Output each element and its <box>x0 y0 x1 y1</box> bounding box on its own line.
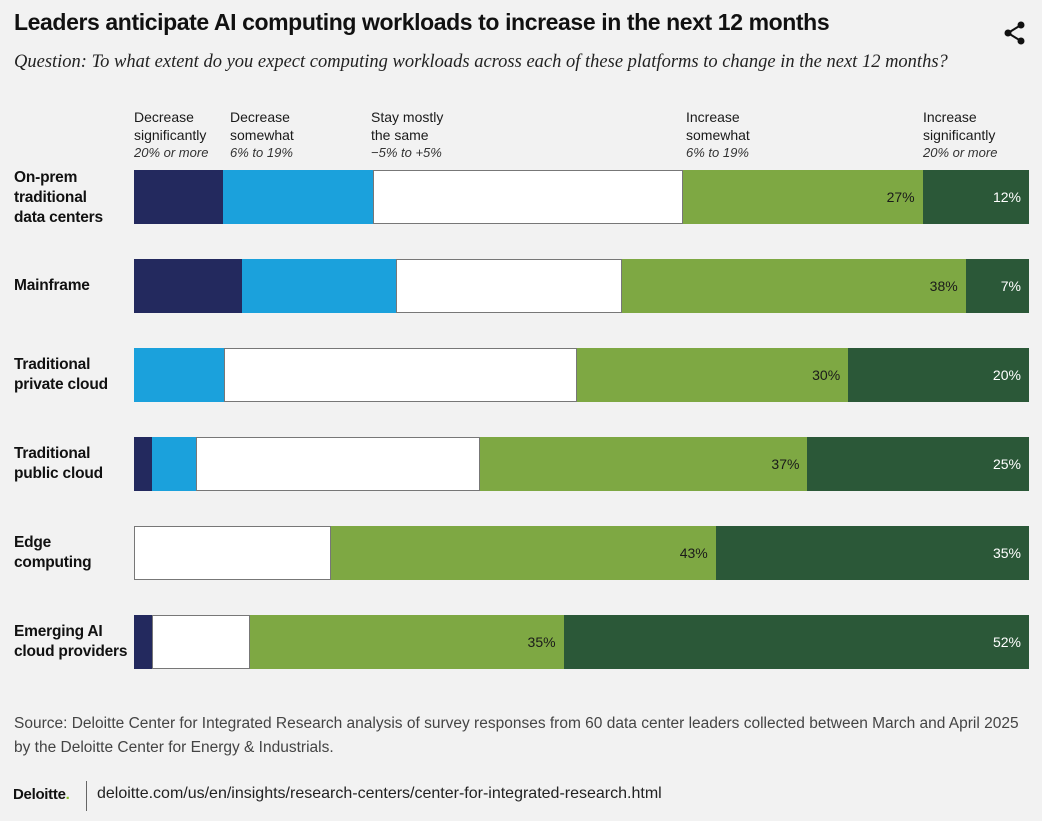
legend-item-inc_some: Increase somewhat 6% to 19% <box>686 108 750 162</box>
legend-range: −5% to +5% <box>371 145 442 160</box>
legend-label: Decrease <box>134 109 194 125</box>
category-label-line: public cloud <box>14 465 103 482</box>
legend-label: Decrease <box>230 109 290 125</box>
legend-item-dec_some: Decrease somewhat 6% to 19% <box>230 108 294 162</box>
legend-item-inc_sig: Increase significantly 20% or more <box>923 108 997 162</box>
data-label: 43% <box>679 545 708 561</box>
category-label: Edge computing <box>14 533 129 573</box>
increase-somewhat-segment: 27% <box>683 170 923 224</box>
decrease-significantly-segment <box>134 259 243 313</box>
increase-somewhat-segment: 37% <box>479 437 808 491</box>
increase-somewhat-segment: 43% <box>330 526 716 580</box>
decrease-significantly-segment <box>134 615 152 669</box>
deloitte-logo: Deloitte. <box>13 786 70 803</box>
footer-divider <box>86 781 87 811</box>
increase-significantly-segment: 52% <box>563 615 1029 669</box>
data-label: 20% <box>992 367 1021 383</box>
legend-label: somewhat <box>686 127 750 143</box>
category-label-line: data centers <box>14 209 103 226</box>
brand-name: Deloitte <box>13 786 66 803</box>
category-label-line: Traditional <box>14 356 91 373</box>
chart-subtitle: Question: To what extent do you expect c… <box>14 52 948 72</box>
increase-somewhat-segment: 30% <box>576 348 849 402</box>
category-label-line: traditional <box>14 189 87 206</box>
category-label-line: Traditional <box>14 445 91 462</box>
data-label: 7% <box>1000 278 1021 294</box>
legend-range: 20% or more <box>923 145 998 160</box>
bar-row: 30% 20% <box>134 348 1029 402</box>
data-label: 12% <box>992 189 1021 205</box>
category-label-line: private cloud <box>14 376 108 393</box>
decrease-somewhat-segment <box>242 259 397 313</box>
legend-label: significantly <box>923 127 996 143</box>
legend-range: 6% to 19% <box>230 145 293 160</box>
category-label-line: On-prem <box>14 169 78 186</box>
data-label: 30% <box>812 367 841 383</box>
data-label: 35% <box>527 634 556 650</box>
stay-same-segment <box>224 348 577 402</box>
legend-label: the same <box>371 127 429 143</box>
decrease-significantly-segment <box>134 170 223 224</box>
increase-somewhat-segment: 35% <box>250 615 564 669</box>
category-label: Emerging AI cloud providers <box>14 622 129 662</box>
increase-significantly-segment: 35% <box>715 526 1029 580</box>
stay-same-segment <box>373 170 684 224</box>
legend-item-dec_sig: Decrease significantly 20% or more <box>134 108 208 162</box>
legend-range: 20% or more <box>134 145 209 160</box>
decrease-somewhat-segment <box>134 348 225 402</box>
decrease-somewhat-segment <box>151 437 197 491</box>
source-line: by the Deloitte Center for Energy & Indu… <box>14 739 334 756</box>
source-url-link[interactable]: deloitte.com/us/en/insights/research-cen… <box>97 785 662 802</box>
bar-row: 43% 35% <box>134 526 1029 580</box>
data-label: 25% <box>992 456 1021 472</box>
bar-row: 38% 7% <box>134 259 1029 313</box>
stay-same-segment <box>396 259 623 313</box>
source-line: Source: Deloitte Center for Integrated R… <box>14 715 1019 732</box>
category-label-line: Emerging AI <box>14 623 103 640</box>
stay-same-segment <box>196 437 480 491</box>
legend-label: Increase <box>686 109 740 125</box>
bar-row: 27% 12% <box>134 170 1029 224</box>
bar-row: 35% 52% <box>134 615 1029 669</box>
stay-same-segment <box>151 615 251 669</box>
category-label: On-prem traditional data centers <box>14 168 129 228</box>
data-label: 52% <box>992 634 1021 650</box>
legend-label: Stay mostly <box>371 109 444 125</box>
share-icon[interactable] <box>1002 20 1028 46</box>
decrease-somewhat-segment <box>222 170 374 224</box>
category-label-line: Mainframe <box>14 277 90 294</box>
legend-label: significantly <box>134 127 207 143</box>
category-label-line: cloud providers <box>14 643 128 660</box>
increase-significantly-segment: 7% <box>965 259 1029 313</box>
legend-item-same: Stay mostly the same −5% to +5% <box>371 108 443 162</box>
legend-range: 6% to 19% <box>686 145 749 160</box>
increase-significantly-segment: 25% <box>807 437 1029 491</box>
increase-significantly-segment: 20% <box>848 348 1029 402</box>
increase-significantly-segment: 12% <box>922 170 1029 224</box>
data-label: 27% <box>886 189 915 205</box>
source-note: Source: Deloitte Center for Integrated R… <box>14 712 1024 760</box>
stay-same-segment <box>134 526 331 580</box>
brand-dot: . <box>65 786 70 803</box>
bar-row: 37% 25% <box>134 437 1029 491</box>
category-label: Traditional public cloud <box>14 444 129 484</box>
data-label: 37% <box>771 456 800 472</box>
chart-title: Leaders anticipate AI computing workload… <box>14 9 830 35</box>
category-label-line: computing <box>14 554 92 571</box>
category-label: Mainframe <box>14 276 129 296</box>
decrease-significantly-segment <box>134 437 152 491</box>
category-label-line: Edge <box>14 534 52 551</box>
legend-label: somewhat <box>230 127 294 143</box>
data-label: 35% <box>992 545 1021 561</box>
legend-label: Increase <box>923 109 977 125</box>
increase-somewhat-segment: 38% <box>622 259 966 313</box>
data-label: 38% <box>929 278 958 294</box>
category-label: Traditional private cloud <box>14 355 129 395</box>
